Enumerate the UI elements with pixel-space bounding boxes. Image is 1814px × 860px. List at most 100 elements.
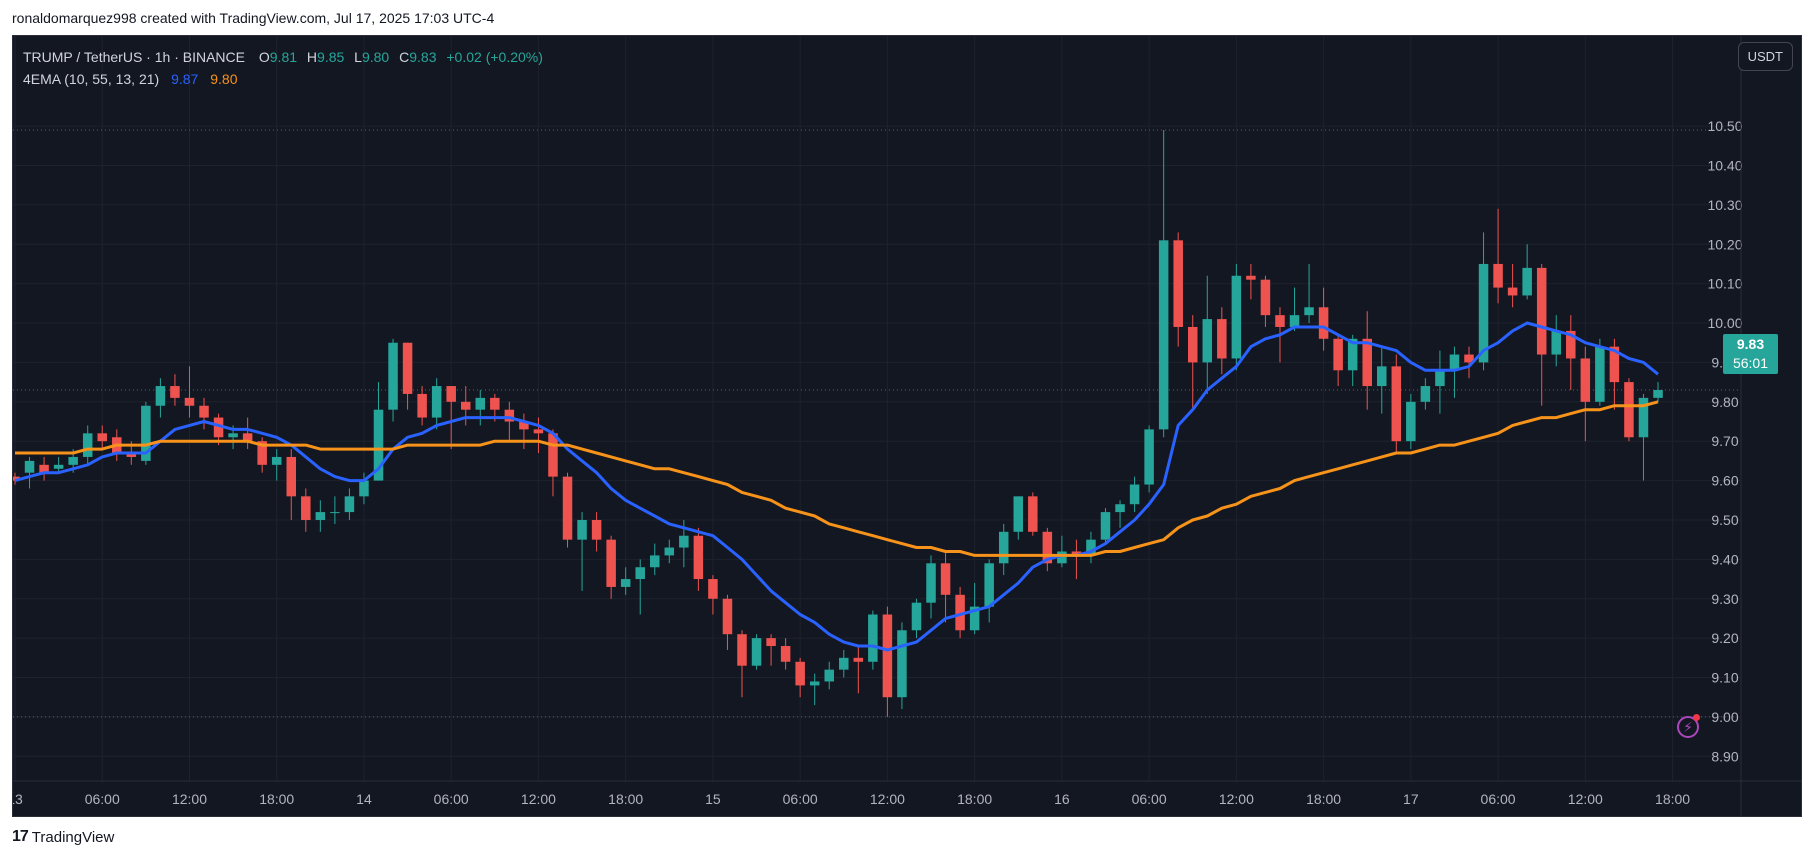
low-label: L bbox=[354, 49, 362, 65]
candle bbox=[271, 449, 282, 481]
candle bbox=[1100, 508, 1111, 544]
candle-body bbox=[1653, 389, 1663, 398]
y-tick-label: 9.80 bbox=[1711, 394, 1738, 410]
candle-body bbox=[141, 405, 151, 461]
candle bbox=[1595, 338, 1605, 406]
close-value: 9.83 bbox=[409, 49, 437, 65]
candle bbox=[1507, 263, 1518, 308]
candle-body bbox=[417, 393, 427, 418]
y-tick-label: 9.40 bbox=[1711, 551, 1738, 567]
x-tick-label: 18:00 bbox=[1655, 791, 1690, 807]
candle bbox=[708, 575, 718, 615]
symbol-name[interactable]: TRUMP / TetherUS · 1h · BINANCE bbox=[23, 49, 245, 65]
candle-body bbox=[286, 456, 297, 497]
candle-body bbox=[1100, 512, 1111, 540]
x-tick-label: 06:00 bbox=[1132, 791, 1167, 807]
ema-slow-line bbox=[15, 400, 1659, 557]
candle-body bbox=[1464, 354, 1474, 363]
x-tick-label: 06:00 bbox=[783, 791, 818, 807]
candle bbox=[591, 512, 602, 552]
candle-body bbox=[650, 555, 660, 568]
tradingview-logo-icon: 17 bbox=[12, 828, 29, 845]
candle-body bbox=[969, 606, 980, 631]
candle bbox=[1246, 263, 1256, 300]
candle bbox=[199, 397, 209, 430]
indicator-name[interactable]: 4EMA (10, 55, 13, 21) bbox=[23, 71, 160, 87]
candle-body bbox=[766, 638, 776, 647]
candle-body bbox=[53, 464, 64, 469]
candle bbox=[722, 594, 733, 650]
candle bbox=[548, 429, 558, 497]
candle-body bbox=[679, 535, 689, 548]
x-tick-label: 13 bbox=[13, 791, 23, 807]
candle-body bbox=[780, 646, 791, 662]
candle-body bbox=[460, 401, 471, 410]
candle-body bbox=[1013, 496, 1024, 532]
candle bbox=[824, 661, 834, 690]
candle bbox=[650, 543, 660, 576]
candle bbox=[1071, 539, 1082, 580]
candle-body bbox=[359, 480, 369, 497]
x-tick-label: 06:00 bbox=[1481, 791, 1516, 807]
candle bbox=[1231, 263, 1242, 371]
candle-body bbox=[1173, 240, 1183, 327]
candle bbox=[1217, 307, 1227, 375]
low-value: 9.80 bbox=[361, 49, 390, 65]
candle-body bbox=[1347, 338, 1358, 371]
candle-body bbox=[722, 598, 733, 635]
candle-body bbox=[1202, 319, 1213, 363]
candle-body bbox=[1318, 307, 1329, 339]
candle-body bbox=[39, 464, 49, 473]
candle-body bbox=[911, 602, 922, 631]
candle bbox=[1464, 346, 1474, 379]
candle bbox=[969, 582, 980, 635]
candle bbox=[1144, 425, 1154, 493]
candle bbox=[926, 555, 936, 619]
candle bbox=[504, 401, 515, 442]
candle-body bbox=[1609, 346, 1620, 383]
candle-body bbox=[1086, 539, 1096, 556]
indicator-row: 4EMA (10, 55, 13, 21) 9.87 9.80 bbox=[23, 68, 543, 90]
candle bbox=[940, 551, 951, 623]
candle-body bbox=[519, 421, 529, 430]
candle-body bbox=[1042, 531, 1053, 564]
price-chart[interactable]: 8.90 9.00 9.10 9.20 9.30 9.40 9.50 9.60 9.70 9.80… bbox=[13, 36, 1801, 816]
candle bbox=[519, 413, 529, 450]
candle bbox=[82, 425, 93, 465]
y-tick-label: 10.00 bbox=[1707, 315, 1742, 331]
candle bbox=[853, 646, 864, 694]
candle-body bbox=[737, 634, 747, 666]
candle bbox=[1304, 263, 1314, 324]
candle bbox=[693, 527, 704, 591]
y-tick-label: 9.10 bbox=[1711, 670, 1738, 686]
candle-body bbox=[824, 669, 834, 682]
candle-body bbox=[242, 433, 253, 442]
candle bbox=[533, 417, 544, 454]
candle bbox=[141, 401, 151, 465]
candle-body bbox=[1071, 551, 1082, 556]
x-tick-label: 17 bbox=[1403, 791, 1419, 807]
y-tick-label: 10.50 bbox=[1707, 118, 1742, 134]
alert-bolt-icon[interactable]: ⚡ bbox=[1677, 714, 1700, 738]
candle-body bbox=[24, 460, 35, 473]
candle bbox=[897, 622, 907, 710]
candle bbox=[417, 386, 427, 426]
y-tick-label: 9.00 bbox=[1711, 709, 1738, 725]
chart-panel[interactable]: 8.90 9.00 9.10 9.20 9.30 9.40 9.50 9.60 9.70 9.80… bbox=[12, 35, 1802, 817]
candle-body bbox=[940, 563, 951, 595]
high-value: 9.85 bbox=[317, 49, 345, 65]
candle bbox=[795, 657, 805, 698]
candle-body bbox=[795, 661, 805, 686]
candle bbox=[446, 386, 456, 450]
candle bbox=[998, 523, 1009, 576]
ema-fast-line bbox=[14, 321, 1659, 652]
candle-body bbox=[68, 456, 78, 465]
candle-body bbox=[562, 476, 573, 540]
candle bbox=[315, 500, 326, 532]
candle-body bbox=[1377, 366, 1387, 387]
candle-body bbox=[1507, 287, 1518, 296]
brand-name: TradingView bbox=[31, 828, 115, 846]
candle-body bbox=[708, 579, 718, 599]
candle-body bbox=[1144, 429, 1154, 485]
currency-button[interactable]: USDT bbox=[1737, 42, 1793, 71]
